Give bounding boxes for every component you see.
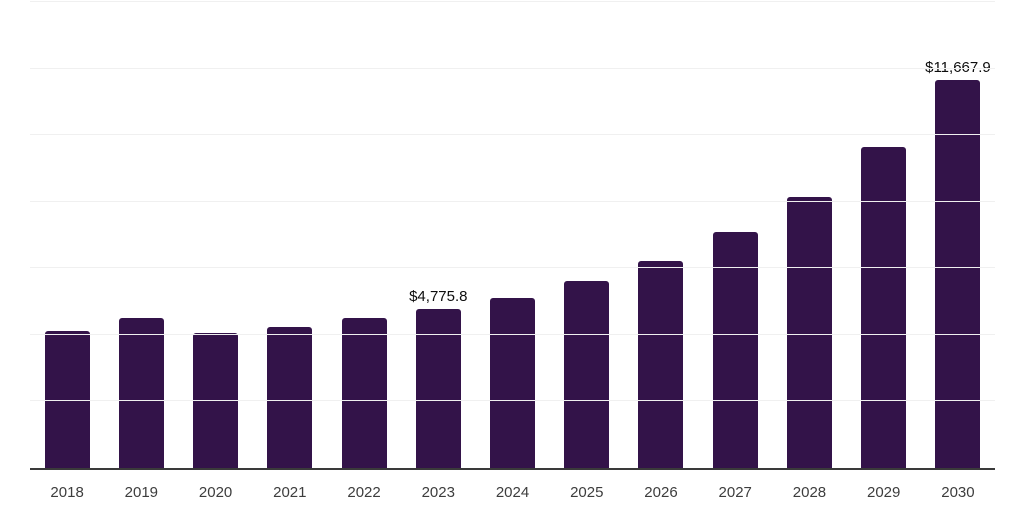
x-tick-2025: 2025 — [570, 484, 604, 501]
bar-slot-2023: $4,775.8 — [401, 2, 475, 468]
bar-2019 — [118, 318, 164, 468]
gridline-12000 — [30, 67, 995, 69]
bar-2021 — [267, 326, 313, 468]
bar-slot-2019 — [104, 2, 178, 468]
x-tick-2019: 2019 — [124, 484, 159, 501]
value-label-2023: $4,775.8 — [409, 288, 468, 306]
gridline-6000 — [30, 267, 995, 269]
x-tick-2021: 2021 — [273, 484, 307, 501]
bar-2027 — [712, 232, 758, 468]
bar-2023 — [415, 309, 461, 468]
bar-slot-2027 — [698, 2, 772, 468]
x-tick-2022: 2022 — [347, 484, 381, 501]
bar-slot-2030: $11,667.9 — [921, 2, 995, 468]
bar-2029 — [861, 147, 907, 468]
gridline-10000 — [30, 134, 995, 136]
bar-2025 — [564, 280, 610, 468]
bar-2022 — [341, 317, 387, 468]
bar-2028 — [786, 197, 832, 468]
gridline-8000 — [30, 200, 995, 202]
value-label-2030: $11,667.9 — [925, 58, 991, 76]
bar-slot-2022 — [327, 2, 401, 468]
gridline-2000 — [30, 400, 995, 402]
bar-slot-2020 — [178, 2, 252, 468]
x-tick-2020: 2020 — [198, 484, 233, 501]
x-tick-2018: 2018 — [50, 484, 84, 501]
x-tick-2030: 2030 — [941, 484, 975, 501]
x-tick-2024: 2024 — [495, 484, 530, 501]
bar-slot-2028 — [772, 2, 846, 468]
x-tick-2023: 2023 — [421, 484, 455, 501]
bars-container: $4,775.8 $11,667.9 — [30, 2, 995, 468]
gridline-4000 — [30, 333, 995, 335]
x-axis-labels: 2018 2019 2020 2021 2022 2023 2024 2025 2026 2027… — [30, 472, 995, 501]
gridline-14000 — [30, 1, 995, 2]
bar-slot-2024 — [475, 2, 549, 468]
x-tick-2027: 2027 — [718, 484, 752, 501]
x-tick-2028: 2028 — [792, 484, 827, 501]
plot-area: $4,775.8 $11,667.9 — [30, 1, 995, 470]
bar-slot-2025 — [550, 2, 624, 468]
x-tick-2029: 2029 — [867, 484, 901, 501]
bar-slot-2029 — [847, 2, 921, 468]
bar-2018 — [44, 330, 90, 468]
bar-slot-2021 — [253, 2, 327, 468]
bar-slot-2018 — [30, 2, 104, 468]
bar-2030 — [935, 79, 981, 468]
bar-2026 — [638, 260, 684, 468]
bar-slot-2026 — [624, 2, 698, 468]
x-tick-2026: 2026 — [644, 484, 678, 501]
bar-2024 — [490, 297, 536, 468]
